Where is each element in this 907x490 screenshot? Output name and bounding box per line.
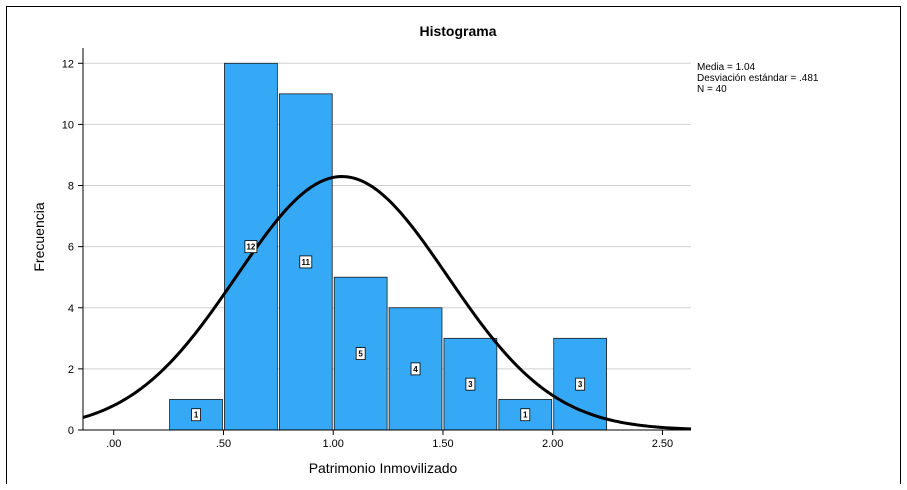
bar-label-box — [410, 362, 421, 376]
stats-std-dev: Desviación estándar = .481 — [697, 73, 819, 84]
bar-label: 4 — [413, 365, 418, 374]
bar-labels: 1 12 11 5 4 3 1 3 — [191, 240, 586, 422]
bar-label: 12 — [246, 243, 255, 252]
x-tick-label: 1.00 — [323, 438, 344, 450]
stats-n: N = 40 — [697, 84, 727, 95]
bar-label-box — [355, 347, 366, 361]
bar-label: 3 — [468, 380, 473, 389]
y-axis-label: Frecuencia — [31, 202, 47, 271]
bar-label-box — [575, 377, 586, 391]
y-tick-label: 10 — [62, 119, 74, 131]
bar-label: 1 — [194, 411, 199, 420]
x-tick-label: .50 — [216, 438, 231, 450]
bar-label: 3 — [578, 380, 583, 389]
y-tick-label: 2 — [68, 364, 74, 376]
y-tick-label: 0 — [68, 425, 74, 437]
y-tick-label: 12 — [62, 58, 74, 70]
x-tick-label: 2.50 — [652, 438, 673, 450]
bar-label-box — [299, 255, 313, 269]
normal-curve — [82, 175, 692, 431]
stats-mean: Media = 1.04 — [697, 62, 756, 73]
bar-label-box — [465, 377, 476, 391]
histogram-chart: 1 12 11 5 4 3 1 3 0 2 4 6 8 10 12 .00 .50 1.00 1.50 2.00 2.… — [31, 23, 819, 476]
x-tick-label: 2.00 — [542, 438, 563, 450]
bar-label-box — [191, 408, 201, 422]
x-axis-label: Patrimonio Inmovilizado — [309, 460, 458, 476]
bar-label-box — [520, 408, 531, 422]
axes — [78, 48, 691, 435]
bar-label: 11 — [302, 258, 311, 267]
y-tick-label: 6 — [68, 242, 74, 254]
x-tick-label: .00 — [106, 438, 121, 450]
chart-frame: 1 12 11 5 4 3 1 3 0 2 4 6 8 10 12 .00 .50 1.00 1.50 2.00 2.… — [6, 6, 901, 484]
bar-label: 1 — [523, 411, 528, 420]
bar-label: 5 — [358, 350, 363, 359]
bar-label-box — [244, 240, 258, 254]
normal-curve-layer — [82, 175, 692, 431]
x-tick-label: 1.50 — [432, 438, 453, 450]
y-tick-label: 8 — [68, 181, 74, 193]
tick-labels: 0 2 4 6 8 10 12 .00 .50 1.00 1.50 2.00 2.50 — [62, 58, 673, 450]
y-tick-label: 4 — [68, 303, 74, 315]
chart-title: Histograma — [419, 23, 496, 39]
